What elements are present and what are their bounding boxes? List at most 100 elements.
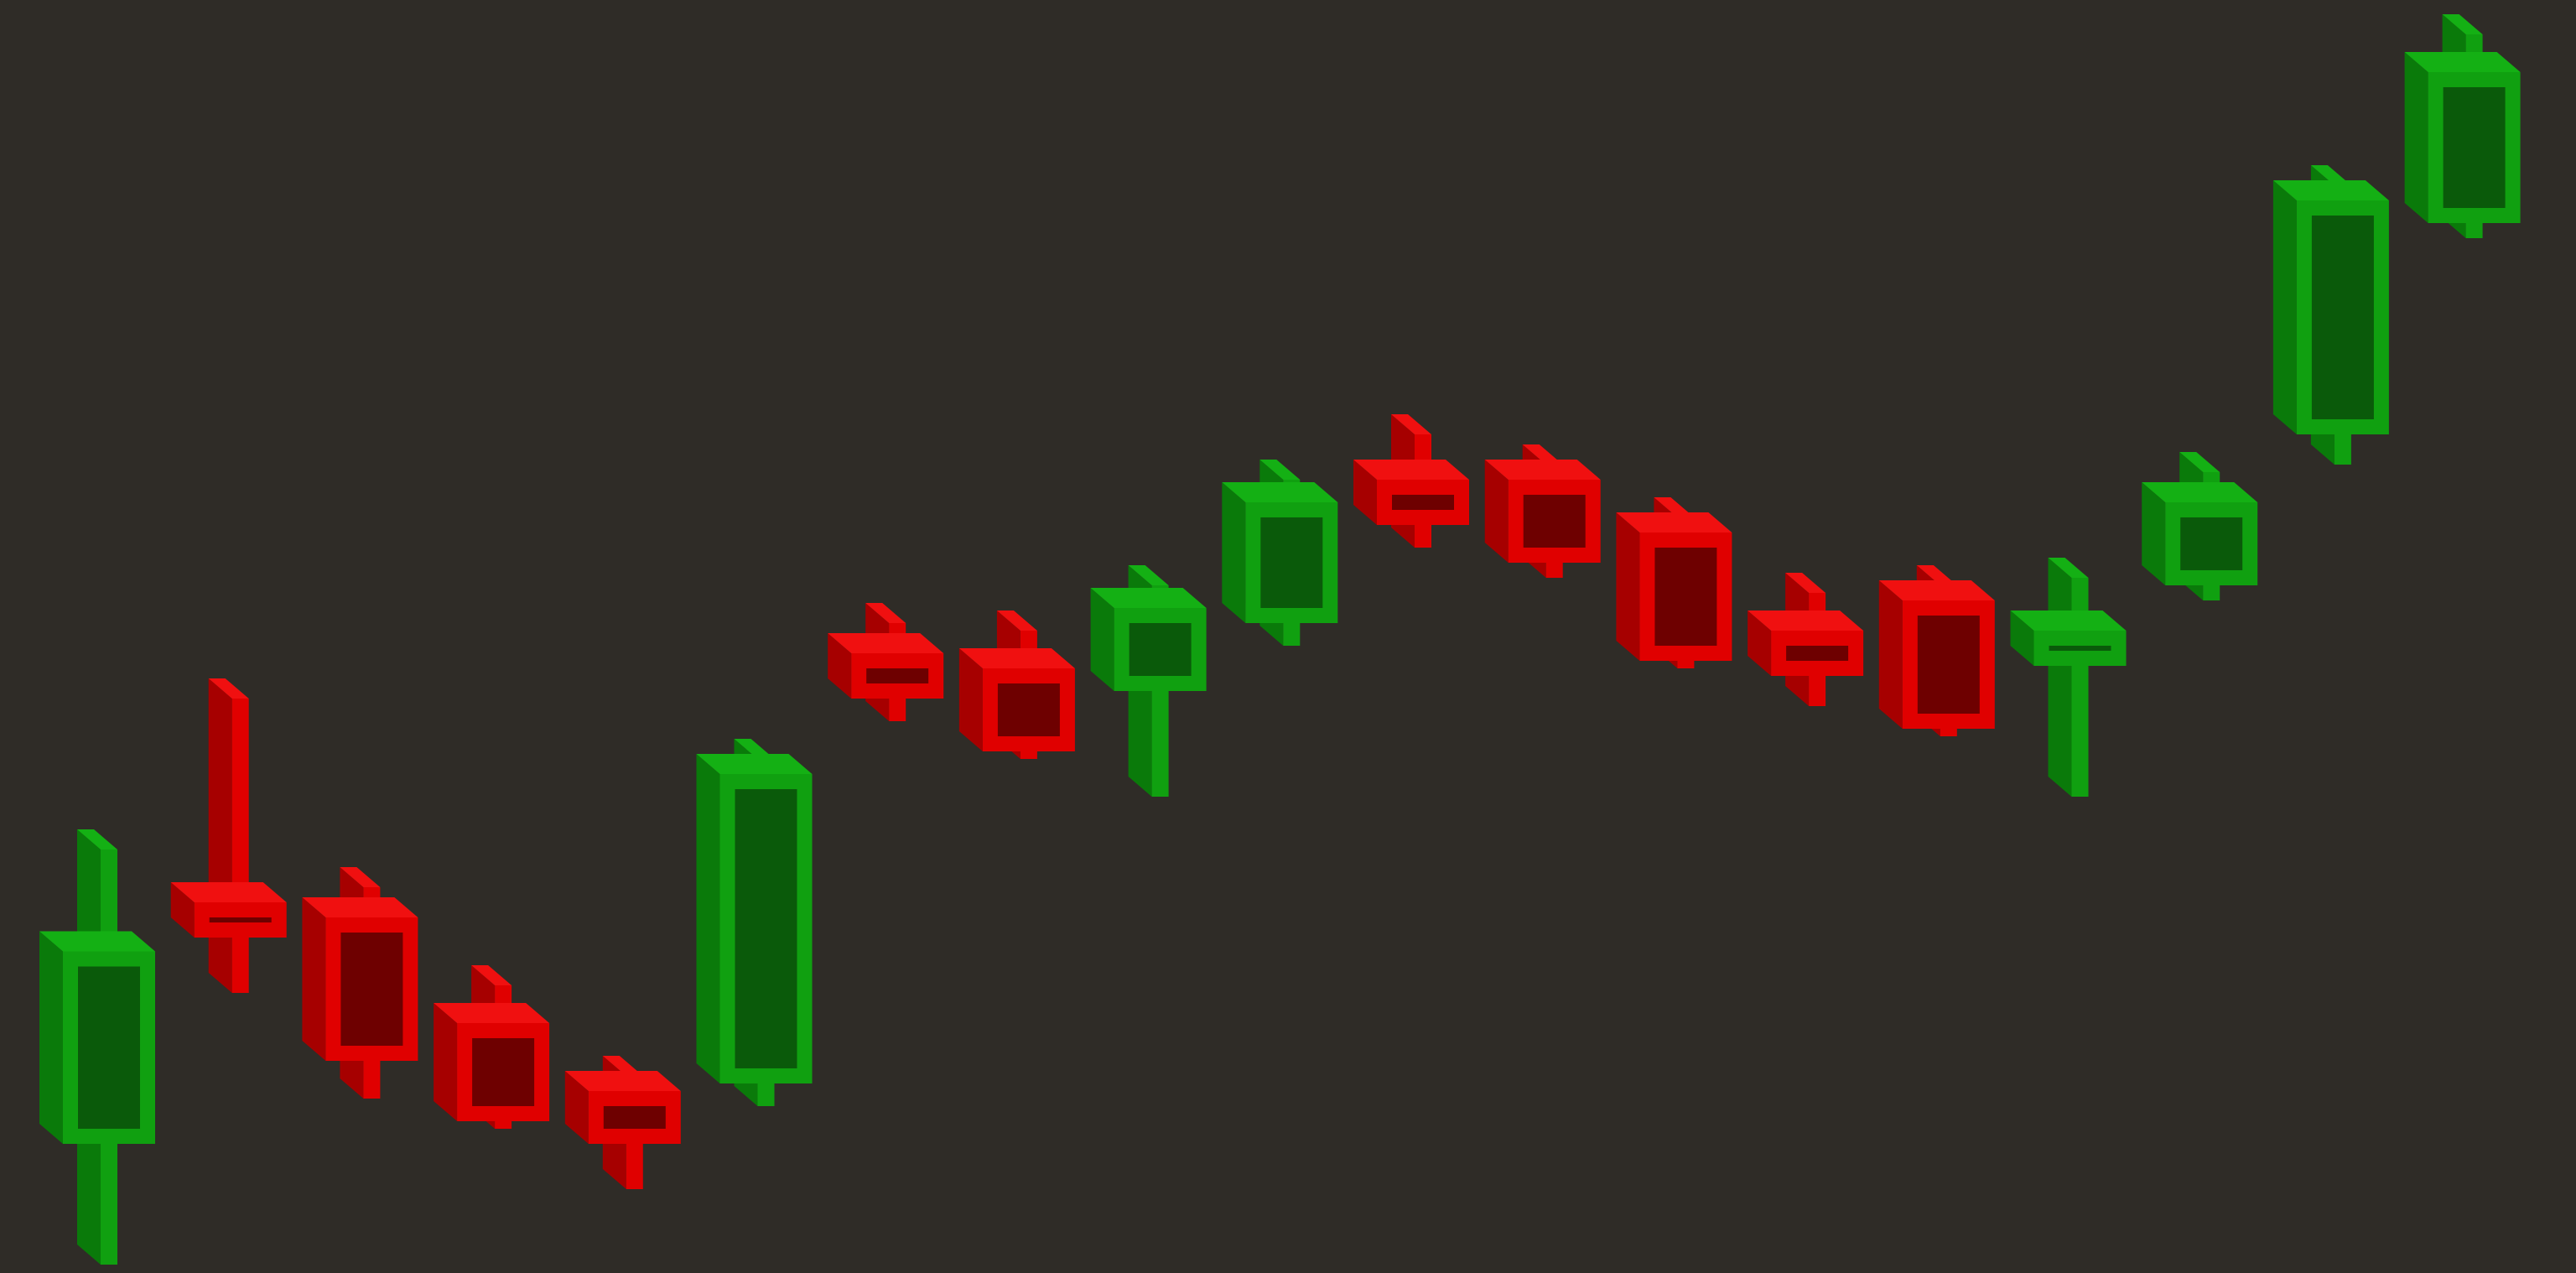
candle-5 — [564, 1056, 681, 1189]
candle-1-lower-wick-side — [77, 1124, 101, 1265]
candle-4-body-side — [434, 1003, 458, 1121]
candle-15-body-inner — [1917, 616, 1980, 714]
candle-14 — [1748, 573, 1864, 706]
candle-1-lower-wick-front — [101, 1144, 117, 1265]
candle-16-upper-wick-top — [2048, 558, 2089, 578]
candle-11 — [1353, 414, 1469, 548]
candle-14-body-side — [1748, 611, 1772, 676]
candle-10-body-side — [1222, 482, 1246, 623]
candle-15-lower-wick-front — [1940, 729, 1957, 736]
candle-9-lower-wick-front — [1151, 691, 1169, 797]
candle-14-body-top — [1748, 611, 1864, 631]
candle-17-body-top — [2142, 482, 2258, 502]
candle-7-body-side — [828, 633, 852, 699]
candle-16-lower-wick-front — [2071, 661, 2089, 797]
candle-13-body-side — [1616, 512, 1640, 661]
candle-10-lower-wick-front — [1283, 623, 1301, 646]
candle-1-body-top — [39, 931, 155, 952]
candle-2-upper-wick-front — [231, 699, 249, 902]
candle-9-body-inner — [1129, 623, 1192, 676]
candle-3-body-side — [302, 897, 326, 1061]
candle-19-body-top — [2404, 52, 2521, 72]
candle-8-body-top — [958, 648, 1075, 668]
candle-6 — [696, 739, 813, 1106]
candle-18-body-side — [2272, 180, 2297, 434]
candle-14-lower-wick-front — [1809, 676, 1826, 706]
candle-17-body-side — [2142, 482, 2166, 585]
candle-3-body-top — [302, 897, 418, 917]
candle-2-body-top — [170, 882, 287, 902]
candle-18-body-inner — [2311, 216, 2374, 419]
candle-19 — [2404, 14, 2521, 238]
candle-1-body-side — [39, 931, 63, 1144]
candle-16 — [2010, 558, 2127, 797]
candle-3-body-inner — [340, 933, 403, 1046]
candle-7-body-top — [828, 633, 944, 653]
candle-9-upper-wick-top — [1128, 565, 1169, 585]
candle-8-upper-wick-top — [996, 611, 1037, 631]
candle-2-upper-wick-top — [208, 678, 249, 699]
candle-8 — [958, 611, 1075, 759]
candle-10 — [1222, 460, 1338, 646]
candle-1-upper-wick-front — [101, 850, 117, 952]
candle-1-upper-wick-side — [77, 829, 101, 952]
candle-3 — [302, 867, 418, 1099]
candle-11-upper-wick-top — [1391, 414, 1431, 434]
candle-8-body-inner — [997, 683, 1060, 736]
candle-9-body-top — [1090, 588, 1207, 608]
candle-4-upper-wick-top — [471, 965, 512, 985]
candle-9-body-side — [1090, 588, 1114, 691]
candle-11-lower-wick-front — [1415, 525, 1431, 548]
candle-16-lower-wick-side — [2048, 641, 2072, 797]
candle-1-upper-wick-top — [77, 829, 117, 850]
candle-9-lower-wick-side — [1128, 671, 1152, 797]
candle-12-body-top — [1484, 460, 1601, 480]
candle-7 — [828, 603, 944, 721]
candle-5-body-top — [564, 1071, 681, 1091]
candle-12-body-inner — [1523, 495, 1586, 548]
candle-1-body-inner — [78, 966, 140, 1129]
candle-17-body-inner — [2180, 517, 2243, 570]
candle-17-upper-wick-top — [2179, 452, 2220, 472]
candle-16-body-top — [2010, 611, 2127, 631]
candle-2-body-side — [170, 882, 195, 938]
candle-12-body-side — [1484, 460, 1509, 563]
candle-8-body-side — [958, 648, 983, 751]
candle-16-body-side — [2010, 611, 2034, 666]
candle-10-upper-wick-top — [1259, 460, 1301, 480]
candle-19-body-side — [2404, 52, 2428, 223]
candle-7-lower-wick-front — [889, 699, 906, 721]
candle-7-upper-wick-top — [865, 603, 906, 623]
candle-11-body-inner — [1392, 495, 1454, 510]
candle-19-upper-wick-top — [2442, 14, 2483, 34]
candle-3-upper-wick-top — [340, 867, 381, 887]
candle-2-body-inner — [209, 917, 272, 922]
candle-15 — [1878, 565, 1995, 736]
candle-6-body-inner — [735, 789, 797, 1068]
candle-5-body-inner — [603, 1106, 666, 1129]
candles-layer — [39, 14, 2521, 1265]
candle-6-body-side — [696, 754, 720, 1083]
candle-15-body-top — [1878, 580, 1995, 600]
candle-14-body-inner — [1786, 646, 1849, 661]
candle-15-body-side — [1878, 580, 1903, 729]
candle-4-lower-wick-front — [495, 1121, 512, 1129]
candle-4-body-inner — [472, 1038, 535, 1106]
candle-19-body-inner — [2443, 87, 2506, 208]
candle-1 — [39, 829, 155, 1265]
candle-13 — [1616, 497, 1732, 668]
candle-2-lower-wick-front — [231, 936, 249, 993]
candle-19-lower-wick-front — [2465, 223, 2483, 238]
candle-9 — [1090, 565, 1207, 797]
candle-10-body-top — [1222, 482, 1338, 502]
candle-7-body-inner — [866, 668, 929, 683]
candle-13-body-inner — [1654, 548, 1717, 646]
candle-18 — [2272, 165, 2389, 465]
candle-4 — [434, 965, 550, 1129]
candle-17-lower-wick-front — [2203, 585, 2220, 600]
candle-11-body-side — [1353, 460, 1377, 525]
candle-8-lower-wick-front — [1020, 751, 1037, 759]
candle-6-body-top — [696, 754, 813, 774]
